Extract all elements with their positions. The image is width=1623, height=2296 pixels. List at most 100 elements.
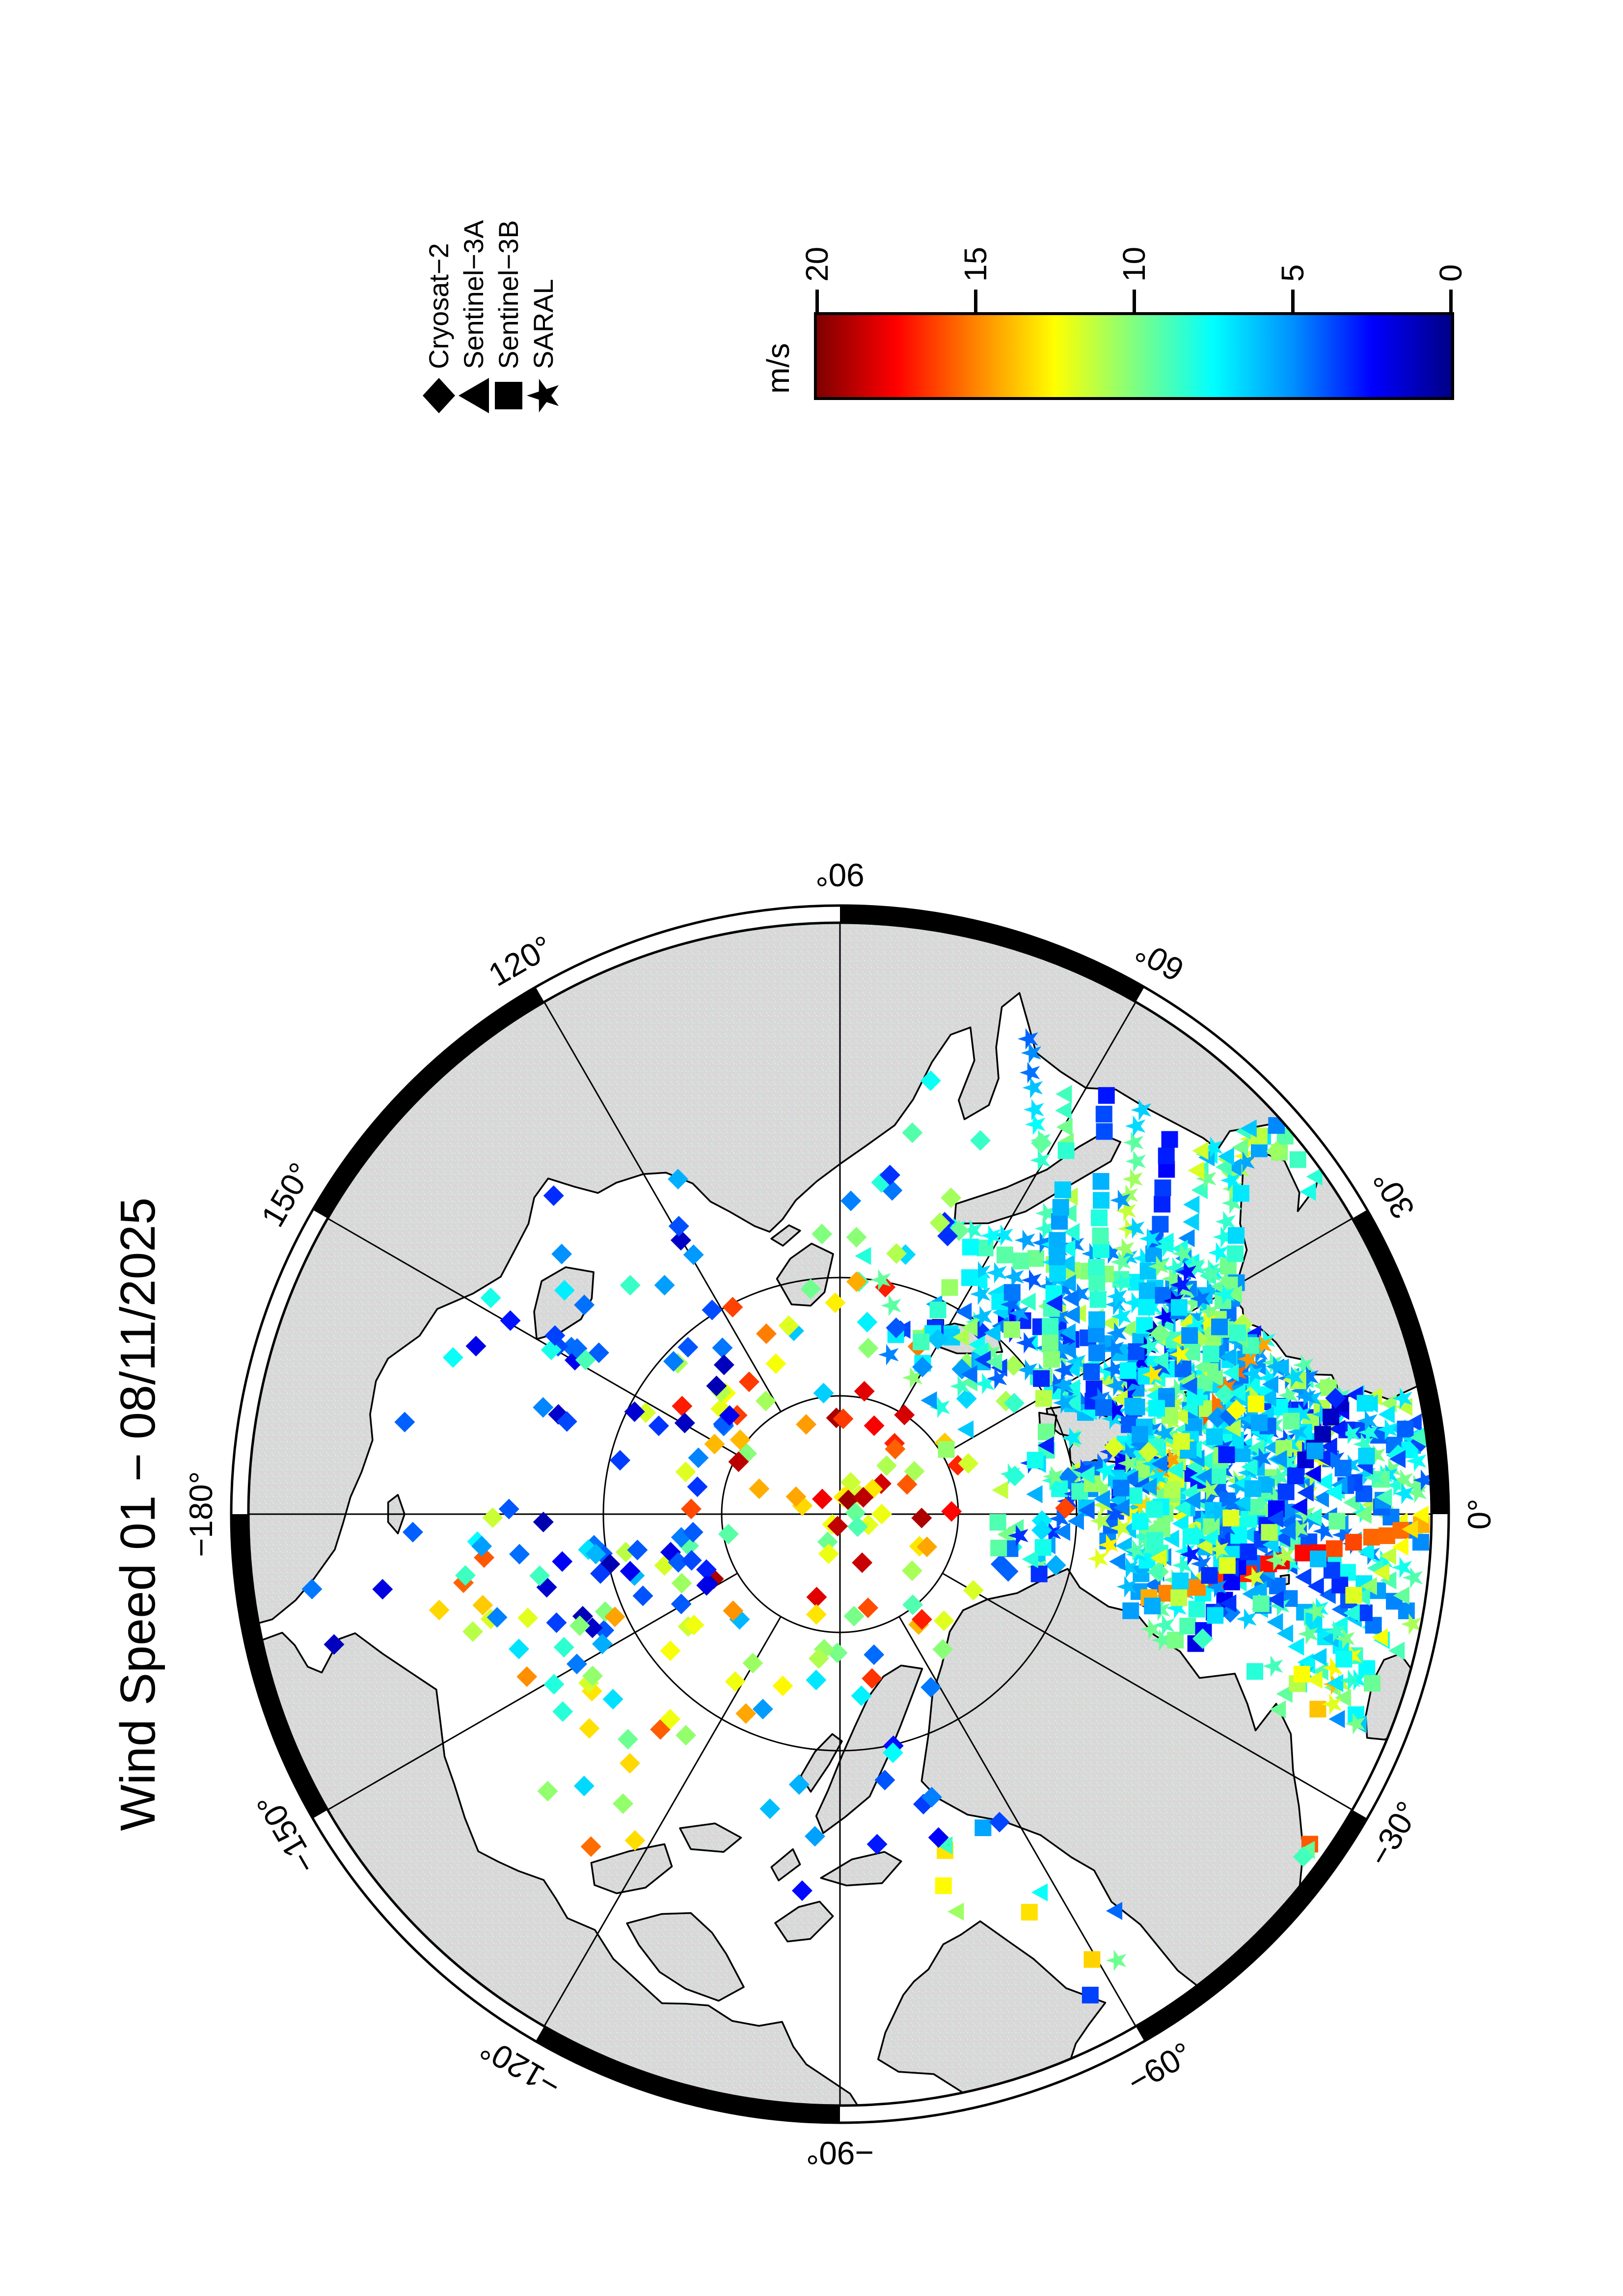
point-star xyxy=(1082,1243,1102,1265)
point-triangle xyxy=(1059,1274,1076,1293)
point-square xyxy=(1172,1572,1189,1589)
point-triangle xyxy=(1366,1388,1382,1406)
point-star xyxy=(962,1219,982,1241)
point-diamond xyxy=(958,1453,979,1474)
point-square xyxy=(1027,1250,1044,1267)
point-diamond xyxy=(712,1337,733,1359)
point-triangle xyxy=(1373,1563,1390,1581)
point-triangle xyxy=(920,1391,937,1410)
point-square xyxy=(1244,1480,1261,1497)
point-diamond xyxy=(706,1375,727,1396)
colorbar-tick-label: 20 xyxy=(799,246,835,282)
point-star xyxy=(1255,1329,1276,1351)
point-star xyxy=(1207,1501,1227,1523)
point-star xyxy=(986,1367,1007,1389)
point-star xyxy=(1128,1351,1149,1372)
point-star xyxy=(1190,1288,1211,1309)
point-star xyxy=(1154,1614,1175,1636)
point-star xyxy=(1125,1115,1146,1137)
point-star xyxy=(1043,1466,1063,1488)
point-diamond xyxy=(722,1297,743,1318)
point-star xyxy=(1195,1311,1217,1333)
point-diamond xyxy=(675,1461,696,1482)
meridian-line-150 xyxy=(327,1218,738,1456)
meridian-line-120 xyxy=(543,1001,782,1413)
point-square xyxy=(1071,1483,1088,1500)
point-star xyxy=(1103,1358,1124,1380)
legend-row-cryosat2: Cryosat−2 xyxy=(421,220,456,415)
point-square xyxy=(1287,1468,1304,1485)
point-star xyxy=(1364,1467,1384,1489)
point-star xyxy=(1048,1306,1069,1328)
point-square xyxy=(974,1819,992,1837)
frame-black-arc xyxy=(231,1514,328,1818)
point-triangle xyxy=(1262,1375,1278,1394)
point-star xyxy=(993,1224,1013,1246)
point-star xyxy=(1265,1549,1286,1571)
point-star xyxy=(1090,1510,1110,1532)
point-triangle xyxy=(1270,1700,1286,1719)
point-star xyxy=(1123,1131,1144,1153)
point-square xyxy=(1088,1326,1105,1343)
point-star xyxy=(1385,1474,1406,1496)
point-star xyxy=(1166,1378,1187,1400)
point-square xyxy=(1275,1440,1292,1457)
point-square xyxy=(1037,1423,1055,1441)
point-diamond xyxy=(687,1476,708,1497)
point-star xyxy=(1257,1500,1278,1522)
point-diamond xyxy=(674,1413,695,1434)
point-star xyxy=(1016,1332,1037,1354)
point-square xyxy=(1201,1567,1218,1584)
point-square xyxy=(1054,1181,1071,1199)
point-star xyxy=(1234,1151,1255,1173)
point-square xyxy=(1174,1360,1191,1377)
point-square xyxy=(1092,1227,1109,1244)
point-triangle xyxy=(1360,1577,1377,1596)
point-triangle xyxy=(1371,1628,1388,1647)
point-star xyxy=(1236,1608,1257,1630)
point-star xyxy=(1291,1380,1311,1402)
point-star xyxy=(1123,1292,1144,1314)
point-triangle xyxy=(1291,1497,1307,1516)
point-diamond xyxy=(462,1621,484,1642)
point-diamond xyxy=(635,1402,656,1423)
point-star xyxy=(870,1269,891,1291)
point-triangle xyxy=(1215,1158,1232,1176)
coastline-namerica xyxy=(248,1631,899,2106)
point-star xyxy=(1206,1576,1227,1598)
point-diamond xyxy=(846,1271,867,1292)
point-star xyxy=(1122,1168,1143,1190)
point-triangle xyxy=(1150,1548,1167,1567)
point-triangle xyxy=(1343,1494,1360,1512)
point-star xyxy=(1003,1266,1024,1288)
point-diamond xyxy=(702,1300,723,1321)
point-diamond xyxy=(833,1408,854,1429)
point-triangle xyxy=(1122,1470,1138,1489)
point-diamond xyxy=(882,1742,903,1763)
point-triangle xyxy=(1062,1289,1079,1308)
coastline-severnaya_s xyxy=(770,1224,801,1247)
point-square xyxy=(1161,1407,1178,1424)
meridian-label-30: 30° xyxy=(1366,1164,1422,1225)
point-diamond xyxy=(498,1498,519,1520)
point-square xyxy=(1082,1986,1099,2003)
point-square xyxy=(1043,1351,1060,1368)
point-diamond xyxy=(627,1540,648,1561)
point-star xyxy=(1045,1373,1066,1395)
point-square xyxy=(1003,1321,1021,1338)
point-triangle xyxy=(1192,1142,1209,1160)
point-triangle xyxy=(1393,1586,1409,1605)
coastline-banks xyxy=(590,1843,673,1895)
point-star xyxy=(1164,1257,1185,1279)
point-triangle xyxy=(1295,1568,1312,1586)
point-diamond xyxy=(660,1542,681,1563)
point-triangle xyxy=(1307,1577,1324,1596)
point-star xyxy=(1325,1621,1346,1642)
point-diamond xyxy=(624,1401,645,1422)
point-diamond xyxy=(696,1559,717,1580)
point-diamond xyxy=(886,1243,907,1264)
point-square xyxy=(1412,1534,1430,1551)
point-diamond xyxy=(543,1674,565,1695)
point-triangle xyxy=(1276,1684,1293,1703)
point-diamond xyxy=(324,1634,345,1655)
